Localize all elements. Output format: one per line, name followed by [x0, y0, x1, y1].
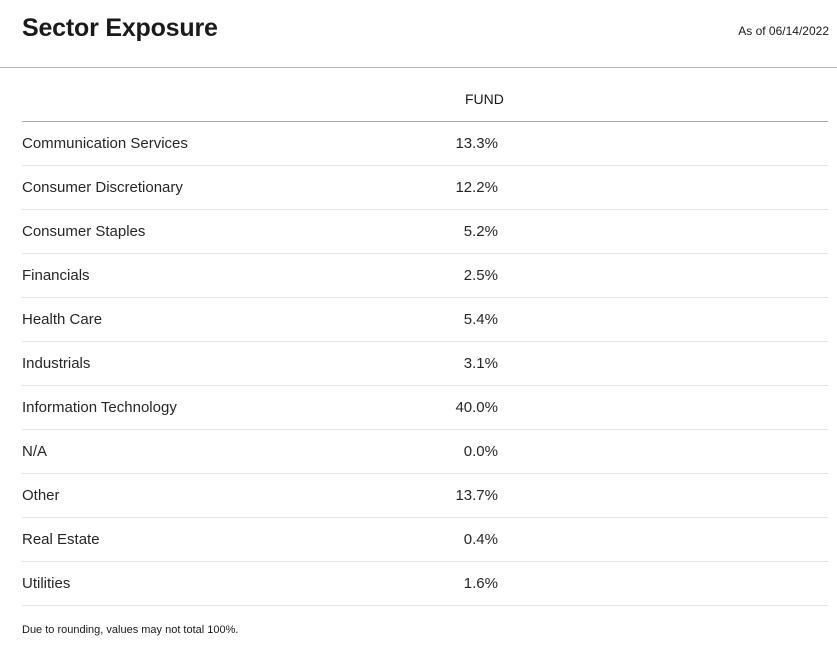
page-title: Sector Exposure	[22, 14, 218, 42]
sector-name: Consumer Discretionary	[22, 179, 183, 196]
column-header-fund: FUND	[465, 91, 504, 107]
fund-value: 3.1%	[463, 355, 498, 372]
sector-name: Health Care	[22, 311, 103, 328]
fund-value: 1.6%	[463, 575, 498, 592]
fund-value: 12.2%	[455, 179, 498, 196]
sector-name: Utilities	[22, 575, 71, 592]
fund-value: 2.5%	[463, 267, 498, 284]
table-row: Information Technology 40.0%	[22, 386, 828, 430]
fund-value: 5.2%	[463, 223, 498, 240]
fund-value: 13.3%	[455, 135, 498, 152]
table-row: Real Estate 0.4%	[22, 518, 828, 562]
sector-name: Real Estate	[22, 531, 100, 548]
sector-name: Information Technology	[22, 399, 177, 416]
fund-value: 13.7%	[455, 487, 498, 504]
sector-table: FUND Communication Services 13.3% Consum…	[22, 82, 828, 606]
as-of-date: As of 06/14/2022	[738, 24, 829, 38]
rounding-footnote: Due to rounding, values may not total 10…	[22, 624, 239, 636]
table-row: Other 13.7%	[22, 474, 828, 518]
fund-value: 0.0%	[463, 443, 498, 460]
fund-value: 5.4%	[463, 311, 498, 328]
table-row: Financials 2.5%	[22, 254, 828, 298]
table-row: Industrials 3.1%	[22, 342, 828, 386]
sector-name: Communication Services	[22, 135, 188, 152]
table-header-row: FUND	[22, 82, 828, 122]
panel-header: Sector Exposure As of 06/14/2022	[0, 0, 837, 68]
sector-name: Financials	[22, 267, 90, 284]
sector-name: N/A	[22, 443, 48, 460]
table-row: N/A 0.0%	[22, 430, 828, 474]
table-row: Consumer Discretionary 12.2%	[22, 166, 828, 210]
sector-name: Other	[22, 487, 60, 504]
sector-name: Consumer Staples	[22, 223, 146, 240]
table-row: Health Care 5.4%	[22, 298, 828, 342]
fund-value: 40.0%	[455, 399, 498, 416]
table-row: Utilities 1.6%	[22, 562, 828, 606]
sector-name: Industrials	[22, 355, 91, 372]
table-row: Communication Services 13.3%	[22, 122, 828, 166]
fund-value: 0.4%	[463, 531, 498, 548]
table-row: Consumer Staples 5.2%	[22, 210, 828, 254]
